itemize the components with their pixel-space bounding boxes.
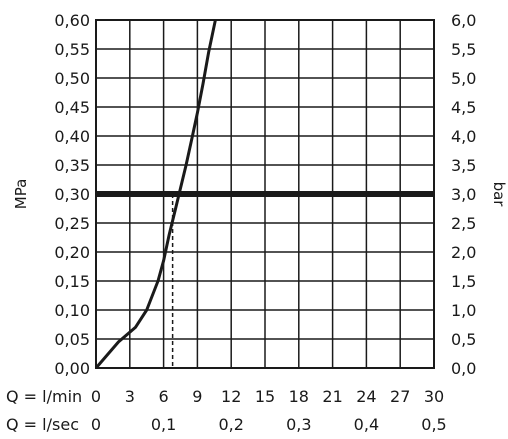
x-tick-label-lsec: 0,2 [218, 415, 243, 434]
x-tick-label-lsec: 0,5 [421, 415, 446, 434]
x-tick-label-lmin: 0 [91, 387, 101, 406]
y-tick-label-right: 2,5 [451, 214, 476, 233]
x-tick-label-lmin: 9 [192, 387, 202, 406]
y-tick-label-right: 4,0 [451, 127, 476, 146]
y-tick-label-right: 1,5 [451, 272, 476, 291]
y-axis-right-title: bar [490, 182, 508, 208]
x-tick-label-lmin: 6 [159, 387, 169, 406]
x-tick-label-lsec: 0,4 [354, 415, 379, 434]
y-tick-label-left: 0,55 [54, 40, 90, 59]
pressure-curve [94, 19, 217, 369]
x-tick-label-lmin: 24 [356, 387, 376, 406]
y-tick-label-right: 4,5 [451, 98, 476, 117]
y-tick-label-left: 0,10 [54, 301, 90, 320]
y-tick-label-left: 0,50 [54, 69, 90, 88]
y-tick-label-left: 0,45 [54, 98, 90, 117]
y-tick-label-right: 3,5 [451, 156, 476, 175]
x-axis-row-label-lmin: Q = l/min [6, 387, 82, 406]
y-tick-label-right: 0,5 [451, 330, 476, 349]
y-axis-left-title: MPa [12, 179, 30, 210]
x-tick-label-lmin: 21 [322, 387, 342, 406]
y-tick-label-right: 0,0 [451, 359, 476, 378]
x-tick-label-lmin: 18 [289, 387, 309, 406]
x-tick-label-lmin: 30 [424, 387, 444, 406]
y-tick-label-right: 2,0 [451, 243, 476, 262]
y-tick-label-right: 6,0 [451, 11, 476, 30]
y-tick-label-left: 0,20 [54, 243, 90, 262]
y-tick-label-right: 5,5 [451, 40, 476, 59]
y-tick-label-left: 0,30 [54, 185, 90, 204]
x-tick-label-lsec: 0 [91, 415, 101, 434]
x-tick-label-lsec: 0,3 [286, 415, 311, 434]
curve-layer [94, 19, 434, 369]
y-tick-label-right: 3,0 [451, 185, 476, 204]
x-tick-label-lmin: 3 [125, 387, 135, 406]
y-tick-label-left: 0,05 [54, 330, 90, 349]
x-tick-label-lsec: 0,1 [151, 415, 176, 434]
y-tick-label-left: 0,15 [54, 272, 90, 291]
x-tick-label-lmin: 27 [390, 387, 410, 406]
x-tick-label-lmin: 12 [221, 387, 241, 406]
y-tick-label-left: 0,60 [54, 11, 90, 30]
y-tick-label-right: 5,0 [451, 69, 476, 88]
x-tick-label-lmin: 15 [255, 387, 275, 406]
y-tick-label-left: 0,00 [54, 359, 90, 378]
y-tick-label-left: 0,35 [54, 156, 90, 175]
y-tick-label-right: 1,0 [451, 301, 476, 320]
y-tick-label-left: 0,25 [54, 214, 90, 233]
x-axis-row-label-lsec: Q = l/sec [6, 415, 79, 434]
label-layer: 0,000,050,100,150,200,250,300,350,400,45… [54, 11, 476, 434]
y-tick-label-left: 0,40 [54, 127, 90, 146]
